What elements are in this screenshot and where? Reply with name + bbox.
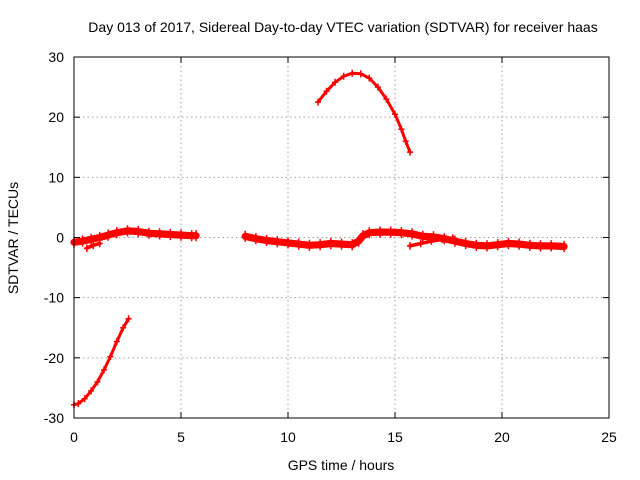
data-series <box>407 234 456 250</box>
data-point <box>462 237 469 250</box>
x-tick-label: 25 <box>601 429 617 445</box>
data-point <box>88 387 95 395</box>
y-tick-label: 20 <box>48 109 64 125</box>
data-point <box>407 242 413 250</box>
data-point <box>349 69 356 77</box>
data-point <box>81 395 88 403</box>
data-point <box>113 338 120 346</box>
data-point <box>338 238 345 250</box>
data-point <box>494 239 501 251</box>
data-point <box>145 227 152 239</box>
data-point <box>105 229 112 241</box>
data-point <box>561 240 568 253</box>
data-point <box>383 95 390 103</box>
data-point <box>473 239 480 251</box>
data-point <box>398 227 405 239</box>
data-point <box>439 235 446 244</box>
series-line <box>72 317 131 407</box>
y-tick-label: -20 <box>44 350 64 366</box>
data-point <box>340 72 347 80</box>
data-point <box>113 227 120 239</box>
axis-ticks: 0 5 10 15 20 25 -30 -20 -10 0 10 20 30 <box>44 49 617 445</box>
data-point <box>548 240 555 252</box>
data-point <box>75 400 82 408</box>
data-series <box>241 226 568 253</box>
x-tick-label: 5 <box>177 429 185 445</box>
data-point <box>167 228 174 241</box>
plot-area <box>70 69 568 409</box>
data-point <box>332 78 339 86</box>
data-point <box>125 315 132 323</box>
y-tick-label: 30 <box>48 49 64 65</box>
y-tick-label: -10 <box>44 290 64 306</box>
data-series <box>71 315 132 409</box>
data-point <box>402 137 409 145</box>
data-point <box>387 226 394 238</box>
data-point <box>505 237 512 250</box>
y-tick-label: 0 <box>56 230 64 246</box>
data-point <box>428 237 435 245</box>
data-point <box>449 234 456 242</box>
data-series <box>70 225 200 248</box>
x-axis-label: GPS time / hours <box>288 457 395 473</box>
data-point <box>409 228 416 240</box>
data-point <box>357 70 364 78</box>
data-point <box>419 230 426 242</box>
data-point <box>323 87 330 95</box>
data-point <box>516 238 523 250</box>
y-axis-label: SDTVAR / TECUs <box>5 182 21 294</box>
data-point <box>156 228 163 240</box>
x-tick-label: 15 <box>387 429 403 445</box>
data-series <box>83 239 103 253</box>
data-point <box>484 240 490 252</box>
data-point <box>537 240 544 252</box>
data-point <box>417 239 424 248</box>
data-point <box>83 244 90 253</box>
data-point <box>285 237 291 249</box>
data-point <box>295 238 302 250</box>
data-point <box>317 239 324 251</box>
data-point <box>96 239 103 248</box>
data-point <box>398 125 405 133</box>
data-point <box>392 110 398 118</box>
data-point <box>252 233 259 245</box>
x-tick-label: 20 <box>494 429 510 445</box>
data-point <box>135 225 142 238</box>
data-point <box>526 239 533 251</box>
data-point <box>274 236 281 248</box>
data-point <box>178 229 184 241</box>
chart-title: Day 013 of 2017, Sidereal Day-to-day VTE… <box>88 19 597 35</box>
y-tick-label: -30 <box>44 410 64 426</box>
data-point <box>315 98 321 106</box>
data-point <box>327 237 334 250</box>
data-point <box>88 233 95 245</box>
data-point <box>366 227 373 239</box>
data-point <box>120 324 127 332</box>
data-point <box>366 74 373 82</box>
data-point <box>263 234 270 247</box>
x-tick-label: 0 <box>70 429 78 445</box>
y-tick-label: 10 <box>48 169 64 185</box>
x-tick-label: 10 <box>280 429 296 445</box>
data-point <box>377 226 383 238</box>
data-point <box>374 83 381 91</box>
data-point <box>94 378 101 386</box>
data-point <box>90 241 97 250</box>
data-point <box>306 239 313 251</box>
data-point <box>124 225 131 237</box>
data-point <box>407 148 413 156</box>
data-point <box>193 230 199 242</box>
data-point <box>355 235 362 247</box>
data-point <box>101 366 107 374</box>
data-point <box>359 230 366 242</box>
data-point <box>79 235 86 247</box>
data-point <box>349 239 356 251</box>
data-point <box>242 230 249 242</box>
data-point <box>107 353 114 361</box>
data-series <box>315 69 413 156</box>
